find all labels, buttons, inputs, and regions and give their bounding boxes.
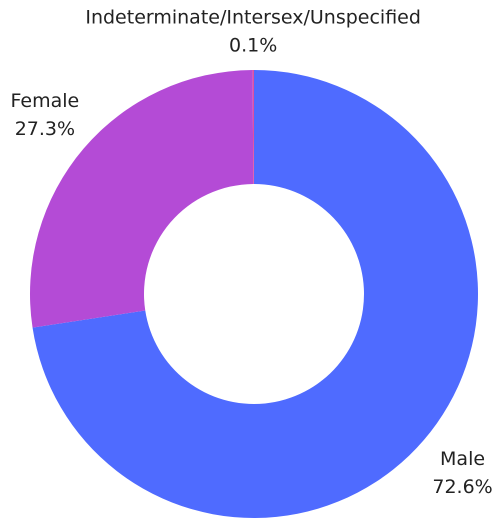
donut-slice [29, 70, 254, 328]
donut-slice [32, 70, 479, 518]
donut-slice [252, 70, 254, 185]
slice-label: Male [440, 448, 485, 470]
slice-value-label: 0.1% [229, 35, 277, 57]
slice-label: Indeterminate/Intersex/Unspecified [85, 7, 421, 29]
slice-value-label: 72.6% [432, 476, 492, 498]
slice-value-label: 27.3% [15, 118, 75, 140]
slice-label: Female [11, 90, 80, 112]
